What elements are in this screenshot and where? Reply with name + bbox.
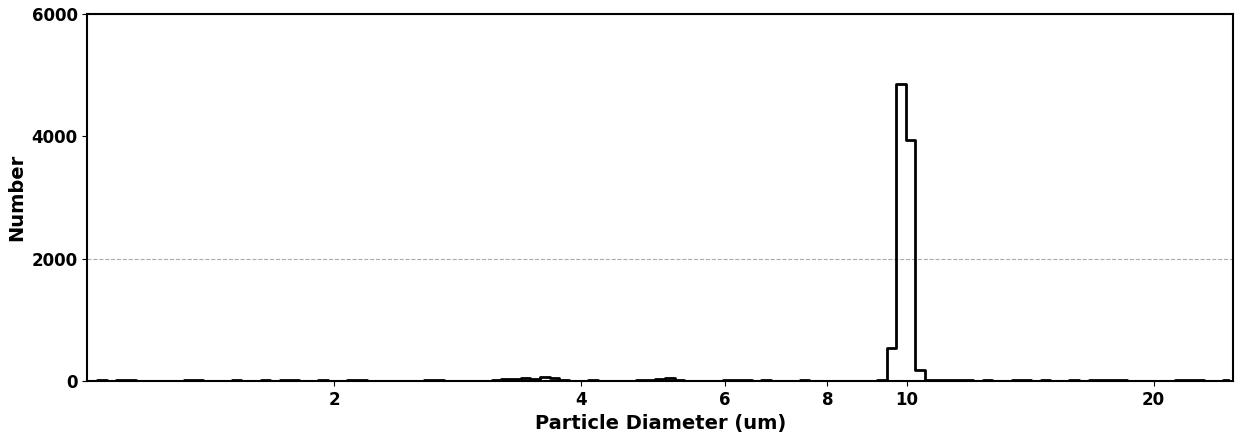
X-axis label: Particle Diameter (um): Particle Diameter (um)	[534, 414, 786, 433]
Y-axis label: Number: Number	[7, 154, 26, 241]
